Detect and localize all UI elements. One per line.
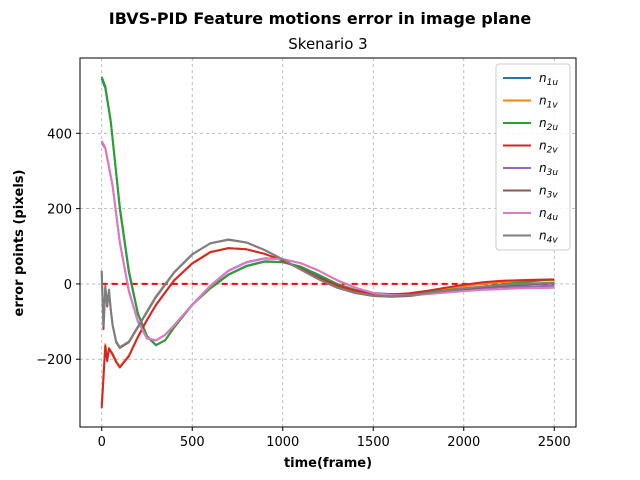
plot-frame	[79, 57, 577, 428]
series-line-n2v	[100, 247, 555, 409]
x-tick-label: 2000	[447, 435, 480, 450]
series-layer	[100, 76, 555, 409]
y-axis-label: error points (pixels)	[12, 170, 27, 317]
series-line-n4u	[100, 140, 555, 342]
series-line-n4v	[100, 238, 555, 349]
legend-box	[495, 63, 571, 251]
y-tick-label: 400	[47, 127, 72, 142]
y-tick-label: 200	[47, 203, 72, 218]
y-tick-label: −200	[36, 353, 72, 368]
series-line-n3u	[100, 142, 555, 342]
y-tick-label: 0	[64, 278, 72, 293]
x-axis-label: time(frame)	[284, 456, 372, 471]
chart-subtitle: Skenario 3	[288, 35, 367, 53]
x-tick-label: 2500	[538, 435, 571, 450]
chart-title: IBVS-PID Feature motions error in image …	[109, 9, 532, 28]
axes	[79, 57, 577, 428]
ticks: 0 500 1000 1500 2000 2500 −200 0 200 400	[36, 127, 571, 450]
x-tick-label: 500	[180, 435, 205, 450]
x-tick-label: 0	[98, 435, 106, 450]
x-tick-label: 1000	[266, 435, 299, 450]
series-line-n1v	[100, 247, 555, 405]
series-line-n2u	[100, 76, 555, 346]
series-line-n1u	[100, 78, 555, 347]
x-tick-label: 1500	[357, 435, 390, 450]
